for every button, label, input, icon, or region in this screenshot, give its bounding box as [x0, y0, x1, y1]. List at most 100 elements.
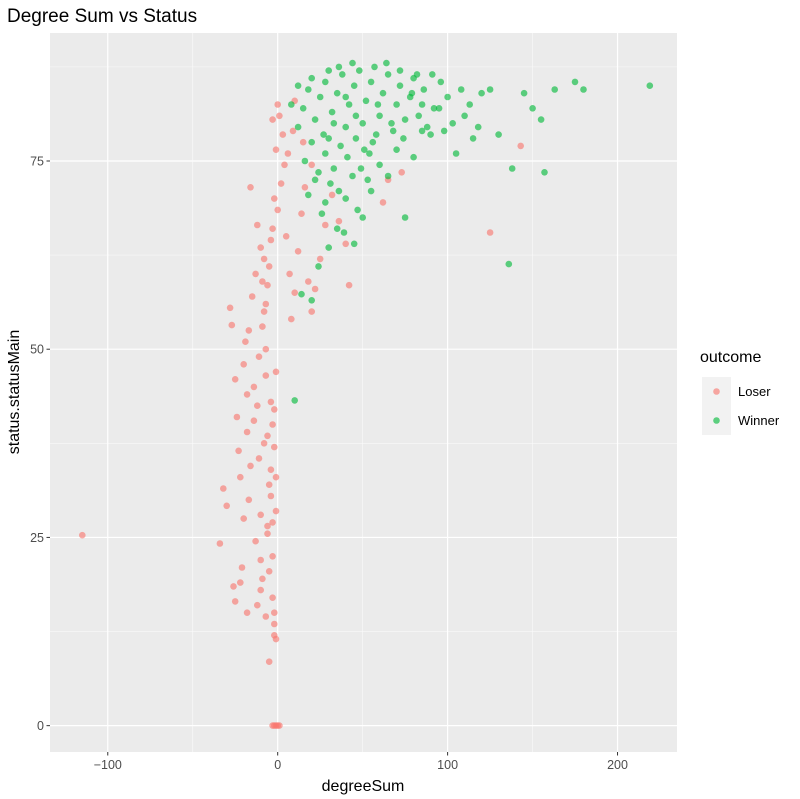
point-winner	[418, 101, 426, 108]
point-winner	[328, 108, 336, 116]
point-winner	[495, 131, 502, 138]
point-winner	[361, 146, 368, 153]
point-loser	[271, 620, 278, 628]
point-loser	[342, 240, 350, 248]
point-loser	[269, 421, 276, 428]
point-loser	[259, 278, 266, 285]
point-loser	[398, 169, 406, 176]
point-loser	[328, 191, 336, 199]
point-winner	[401, 116, 409, 123]
point-loser	[271, 609, 278, 616]
point-winner	[478, 89, 485, 97]
point-loser	[269, 116, 276, 123]
point-loser	[245, 496, 253, 504]
point-winner	[322, 78, 329, 86]
point-winner	[320, 131, 327, 138]
y-tick-label: 50	[30, 343, 44, 357]
point-winner	[349, 59, 356, 67]
point-winner	[294, 82, 302, 89]
point-winner	[537, 116, 545, 123]
point-loser	[269, 519, 276, 526]
point-winner	[435, 105, 443, 112]
point-winner	[342, 123, 350, 131]
point-winner	[322, 199, 329, 206]
point-winner	[325, 244, 333, 251]
point-winner	[325, 67, 333, 74]
point-winner	[374, 101, 382, 108]
point-winner	[344, 153, 351, 161]
point-winner	[486, 86, 494, 93]
point-winner	[379, 89, 387, 97]
point-winner	[354, 206, 361, 214]
point-loser	[299, 138, 307, 146]
point-winner	[327, 180, 334, 187]
point-winner	[359, 214, 367, 221]
point-loser	[247, 184, 254, 191]
point-winner	[342, 93, 350, 101]
point-loser	[265, 658, 273, 665]
point-winner	[333, 89, 341, 97]
point-winner	[430, 105, 438, 112]
legend-label-winner: Winner	[738, 413, 780, 428]
point-loser	[276, 722, 283, 729]
point-winner	[362, 97, 370, 105]
point-loser	[272, 507, 280, 515]
point-loser	[264, 432, 271, 440]
point-loser	[274, 206, 282, 214]
point-loser	[281, 161, 288, 169]
point-loser	[311, 285, 319, 293]
point-loser	[216, 540, 224, 547]
point-winner	[529, 105, 536, 112]
x-tick-label: 100	[437, 758, 458, 772]
point-winner	[388, 120, 395, 127]
point-winner	[364, 176, 372, 184]
point-winner	[401, 214, 409, 221]
point-winner	[452, 150, 460, 157]
point-winner	[437, 78, 445, 86]
point-winner	[325, 135, 333, 142]
point-winner	[298, 290, 305, 298]
point-winner	[418, 127, 426, 135]
point-winner	[345, 101, 353, 108]
point-loser	[257, 511, 265, 519]
point-loser	[286, 270, 293, 278]
point-loser	[237, 579, 244, 586]
point-loser	[322, 221, 329, 229]
point-winner	[466, 101, 474, 108]
point-loser	[269, 722, 276, 729]
legend-title: outcome	[700, 349, 761, 366]
point-winner	[369, 138, 377, 146]
point-winner	[305, 191, 312, 199]
point-winner	[337, 142, 344, 150]
point-winner	[291, 397, 299, 404]
point-winner	[342, 195, 350, 202]
point-winner	[333, 225, 341, 232]
point-loser	[259, 575, 266, 583]
point-winner	[580, 86, 587, 93]
point-loser	[271, 406, 278, 413]
point-loser	[252, 537, 259, 545]
point-loser	[259, 323, 266, 330]
point-loser	[235, 447, 242, 455]
point-loser	[223, 502, 230, 510]
grid-minor	[50, 33, 677, 752]
point-loser	[231, 376, 239, 383]
point-winner	[330, 120, 338, 127]
point-loser	[245, 327, 253, 334]
point-loser	[264, 530, 271, 537]
point-winner	[308, 74, 316, 82]
point-loser	[240, 515, 247, 522]
y-axis-ticks: 0 25 50 75	[30, 154, 50, 733]
point-winner	[541, 169, 548, 176]
legend-label-loser: Loser	[738, 384, 771, 399]
point-loser	[335, 217, 343, 225]
point-loser	[269, 225, 276, 232]
y-tick-label: 0	[37, 719, 44, 733]
point-loser	[253, 221, 261, 229]
point-loser	[248, 293, 256, 300]
chart-title: Degree Sum vs Status	[7, 6, 197, 27]
point-winner	[571, 78, 579, 86]
plot-panel	[50, 33, 677, 752]
legend-marker-winner	[713, 417, 720, 424]
